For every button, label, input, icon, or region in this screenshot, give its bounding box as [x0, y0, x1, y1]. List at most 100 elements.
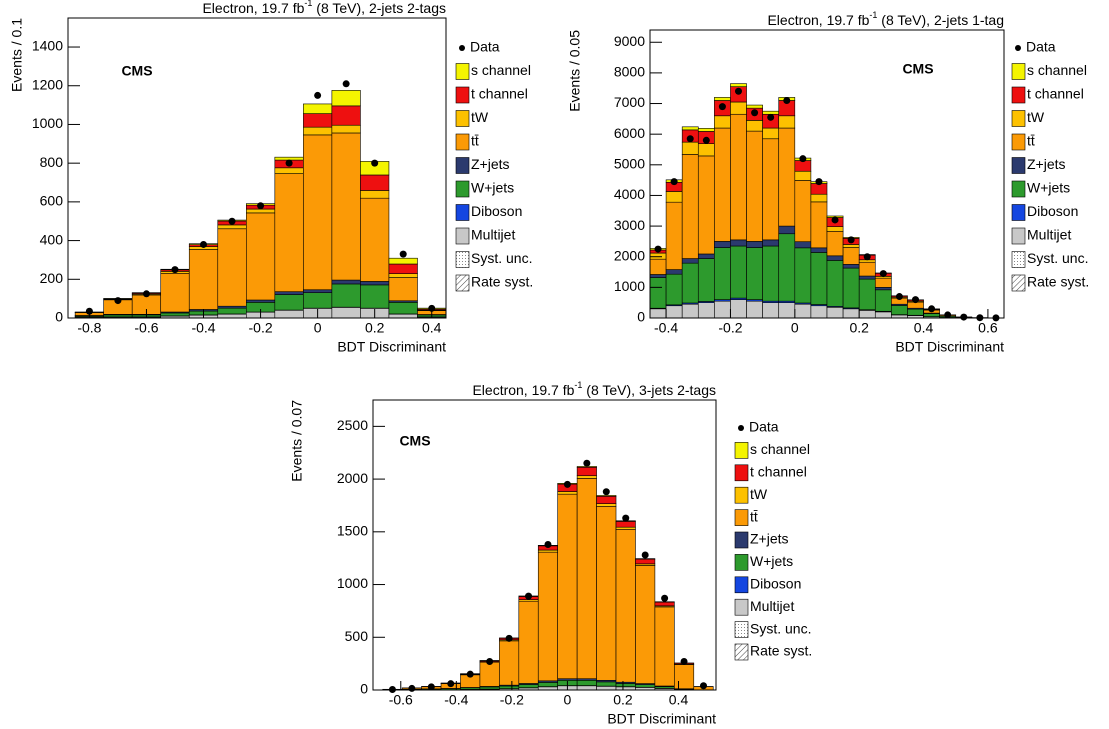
y-tick-label: 0: [55, 309, 63, 325]
bar-segment: [518, 684, 539, 688]
bar-segment: [665, 305, 683, 319]
legend-marker: [1015, 45, 1021, 51]
x-tick-label: -0.2: [718, 320, 742, 336]
legend-label: s channel: [1027, 62, 1087, 78]
data-point: [486, 658, 494, 666]
bar-segment: [557, 493, 578, 680]
legend-label: Data: [1026, 39, 1056, 55]
y-tick-label: 7000: [614, 94, 645, 110]
y-tick-label: 600: [40, 193, 64, 209]
bar-segment: [665, 273, 683, 306]
bar-segment: [762, 245, 780, 302]
data-point: [544, 540, 552, 548]
bar-segment: [188, 249, 219, 310]
x-axis-label: BDT Discriminant: [337, 339, 446, 355]
bar-segment: [615, 683, 636, 687]
data-point: [200, 240, 208, 248]
bar-segment: [810, 252, 828, 305]
data-point: [661, 594, 669, 602]
bar-segment: [826, 255, 844, 261]
legend-label: Multijet: [750, 598, 794, 614]
bar-segment: [794, 180, 812, 243]
bar-segment: [246, 299, 276, 303]
bar-segment: [826, 226, 844, 232]
bar-segment: [360, 174, 390, 191]
legend-label: W+jets: [1027, 180, 1070, 196]
bar-segment: [697, 155, 715, 255]
bar-segment: [576, 466, 597, 477]
y-axis-label: Events / 0.05: [567, 30, 583, 112]
legend-swatch: [455, 227, 470, 245]
bar-segment: [746, 247, 763, 300]
bar-segment: [246, 208, 276, 214]
panel: -0.4 -0.2 0 0.2 0.4 0.6 0 1000 2000 3000 4000 5000 6…: [567, 10, 1090, 354]
bar-segment: [303, 134, 333, 291]
bar-segment: [778, 127, 796, 227]
data-point: [285, 159, 293, 167]
data-point: [895, 293, 903, 301]
bar-segment: [499, 640, 520, 686]
bar-segment: [810, 247, 828, 253]
legend-label: tW: [471, 109, 489, 125]
bar-segment: [479, 686, 500, 690]
bar-segment: [649, 274, 667, 278]
bar-segment: [714, 300, 731, 319]
bar-segment: [681, 258, 699, 264]
data-point: [735, 87, 742, 95]
bar-segment: [331, 279, 361, 285]
bar-segment: [697, 253, 715, 259]
legend-swatch: [1011, 274, 1026, 292]
legend-label: Diboson: [471, 203, 522, 219]
bar-segment: [730, 245, 747, 299]
data-point: [783, 96, 791, 104]
bar-segment: [681, 141, 699, 155]
legend-swatch: [455, 274, 470, 292]
bar-segment: [274, 156, 304, 161]
bar-segment: [826, 306, 844, 319]
legend-label: t channel: [750, 464, 807, 480]
data-point: [831, 216, 839, 224]
data-point: [960, 313, 968, 321]
bar-segment: [160, 272, 190, 313]
bar-segment: [596, 505, 617, 681]
bar-segment: [681, 154, 699, 259]
bar-segment: [778, 225, 796, 235]
bar-segment: [303, 289, 333, 293]
bar-segment: [810, 201, 828, 249]
bar-segment: [762, 127, 780, 140]
bar-segment: [794, 170, 812, 181]
title-part: (8 TeV), 3-jets 2-tags: [582, 382, 716, 398]
bar-segment: [730, 239, 747, 247]
bar-segment: [576, 679, 597, 686]
data-point: [388, 685, 396, 693]
bar-segment: [665, 201, 683, 270]
data-point: [447, 680, 455, 688]
bar-segment: [762, 302, 780, 319]
legend-swatch: [734, 464, 749, 482]
legend-marker: [738, 425, 744, 431]
legend-swatch: [455, 251, 470, 268]
bar-segment: [635, 565, 656, 684]
data-point: [602, 488, 610, 496]
x-tick-label: 0: [314, 320, 322, 336]
bar-segment: [576, 478, 597, 680]
bar-segment: [746, 241, 763, 248]
legend-label: Diboson: [750, 576, 801, 592]
x-tick-label: -0.4: [654, 320, 678, 336]
legend-label: W+jets: [471, 180, 514, 196]
bar-segment: [274, 167, 304, 174]
bar-segment: [274, 291, 304, 295]
legend-label: Rate syst.: [750, 643, 812, 659]
x-axis-label: BDT Discriminant: [895, 339, 1004, 355]
bar-segment: [746, 120, 763, 132]
x-tick-label: -0.8: [77, 320, 101, 336]
bar-segment: [649, 277, 667, 309]
bar-segment: [615, 526, 636, 530]
data-point: [654, 245, 662, 253]
legend-label: Syst. unc.: [750, 620, 811, 636]
legend-label: Data: [470, 39, 500, 55]
legend-swatch: [455, 180, 470, 198]
bar-segment: [557, 491, 578, 495]
bar-segment: [730, 299, 747, 319]
bar-segment: [576, 685, 597, 691]
